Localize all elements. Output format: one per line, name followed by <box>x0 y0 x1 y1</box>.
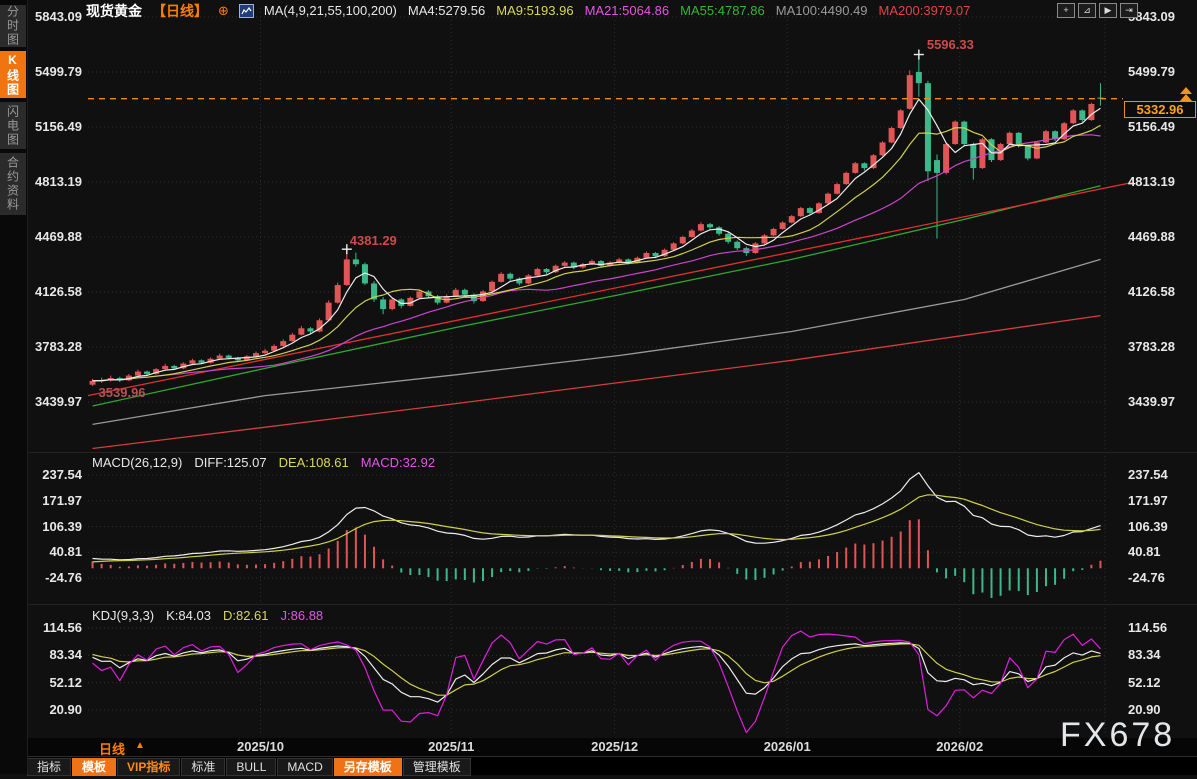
axis-label: 106.39 <box>42 518 82 534</box>
macd-legend-item: DEA:108.61 <box>278 455 349 470</box>
date-label: 2025/12 <box>591 739 639 754</box>
axis-label: 114.56 <box>42 620 82 635</box>
axis-label: 20.90 <box>49 702 82 717</box>
axis-label: 106.39 <box>1128 518 1168 534</box>
date-label: 2025/10 <box>237 739 285 754</box>
axis-label: 5843.09 <box>35 9 82 24</box>
price-axis-right: 5843.09 5499.79 5156.49 4813.19 4469.88 4126.… <box>1128 0 1197 774</box>
date-label: 2026/02 <box>936 739 984 754</box>
axis-label: 4813.19 <box>35 174 82 189</box>
axis-label: 40.81 <box>49 544 82 560</box>
ma-legend-item: MA9:5193.96 <box>496 3 574 18</box>
axis-label: 4469.88 <box>35 229 82 244</box>
axis-label: 40.81 <box>1128 544 1161 560</box>
chart-type-icon[interactable] <box>238 3 254 18</box>
ma-legend-item: MA55:4787.86 <box>680 3 765 18</box>
axis-label: 83.34 <box>1128 647 1161 663</box>
ma-legend-item: MA4:5279.56 <box>407 3 486 18</box>
axis-label: 171.97 <box>42 492 82 508</box>
period-selector-arrow[interactable]: ▲ <box>135 740 145 751</box>
axis-label: 237.54 <box>1128 467 1168 482</box>
sidebar-tab-contract-info[interactable]: 合约资料 <box>0 153 26 215</box>
price-annotation: 3539.96 <box>98 384 146 400</box>
axis-label: -24.76 <box>45 570 82 585</box>
last-price-tag: 5332.96 <box>1124 101 1196 118</box>
symbol-title: 现货黄金 <box>86 2 142 19</box>
save-template-button[interactable]: 另存模板 <box>333 758 402 776</box>
kdj-legend-item: KDJ(9,3,3) <box>92 608 155 623</box>
period-tag: 【日线】 <box>152 2 208 19</box>
macd-button[interactable]: MACD <box>277 758 333 776</box>
template-button[interactable]: 模板 <box>72 758 117 776</box>
bull-button[interactable]: BULL <box>226 758 277 776</box>
indicators-button[interactable]: 指标 <box>27 758 72 776</box>
axis-label: 5156.49 <box>1128 119 1175 134</box>
axis-label: -24.76 <box>1128 570 1165 585</box>
ma-legend: MA(4,9,21,55,100,200) MA4:5279.56 MA9:5193… <box>264 3 970 18</box>
header-bar: 现货黄金 【日线】 ⊕ MA(4,9,21,55,100,200) MA4:527… <box>27 0 1197 21</box>
macd-legend: MACD(26,12,9) DIFF:125.07 DEA:108.61 MACD:3… <box>92 455 435 470</box>
price-axis-left: 5843.09 5499.79 5156.49 4813.19 4469.88 4126.… <box>27 0 86 774</box>
axis-label: 3439.97 <box>35 394 82 409</box>
axis-label: 4126.58 <box>1128 284 1175 299</box>
axis-label: 52.12 <box>49 674 82 690</box>
watermark-logo: FX678 <box>1060 716 1176 754</box>
date-label: 2026/01 <box>763 739 811 754</box>
ma-legend-item: MA100:4490.49 <box>775 3 868 18</box>
axis-label: 4126.58 <box>35 284 82 299</box>
axis-label: 4469.88 <box>1128 229 1175 244</box>
axis-label: 3439.97 <box>1128 394 1175 409</box>
axis-label: 52.12 <box>1128 674 1161 690</box>
bottom-toolbar: 指标 模板 VIP指标 标准 BULL MACD 另存模板 管理模板 <box>27 756 1197 776</box>
axis-label: 5843.09 <box>1128 9 1175 24</box>
kdj-legend-item: J:86.88 <box>280 608 324 623</box>
sidebar-tab-flash-chart[interactable]: 闪电图 <box>0 102 26 149</box>
standard-button[interactable]: 标准 <box>181 758 226 776</box>
date-label: 2025/11 <box>428 739 475 754</box>
header-toolbar: + ⊿ ▶ ⇥ <box>1057 3 1138 18</box>
axis-label: 5156.49 <box>35 119 82 134</box>
fit-x-axis-icon[interactable]: ▶ <box>1099 3 1117 18</box>
axis-label: 83.34 <box>49 647 82 663</box>
time-axis-row: 日线 ▲ 2025/10 2025/11 2025/12 2026/01 2026/02 <box>27 738 1197 757</box>
axis-label: 5499.79 <box>1128 64 1175 79</box>
price-annotation: 5596.33 <box>926 36 974 52</box>
pan-crosshair-icon[interactable]: + <box>1057 3 1075 18</box>
macd-legend-item: MACD:32.92 <box>360 455 436 470</box>
ma-legend-item: MA(4,9,21,55,100,200) <box>263 3 397 18</box>
restore-view-icon[interactable]: ⇥ <box>1120 3 1138 18</box>
axis-label: 171.97 <box>1128 492 1168 508</box>
sidebar: 分时图 K线图闪电图合约资料 <box>0 0 28 774</box>
add-circle-icon[interactable]: ⊕ <box>218 2 229 18</box>
axis-label: 114.56 <box>1128 620 1168 635</box>
axis-label: 3783.28 <box>1128 339 1175 354</box>
kdj-legend-item: K:84.03 <box>166 608 211 623</box>
kdj-legend-item: D:82.61 <box>222 608 269 623</box>
sidebar-tab-time-chart[interactable]: 分时图 <box>0 5 26 47</box>
ma-legend-item: MA200:3979.07 <box>878 3 971 18</box>
fit-y-axis-icon[interactable]: ⊿ <box>1078 3 1096 18</box>
axis-label: 237.54 <box>42 467 82 482</box>
axis-label: 5499.79 <box>35 64 82 79</box>
axis-label: 3783.28 <box>35 339 82 354</box>
ma-legend-item: MA21:5064.86 <box>584 3 670 18</box>
macd-legend-item: MACD(26,12,9) <box>92 455 183 470</box>
vip-indicators-button[interactable]: VIP指标 <box>117 758 181 776</box>
manage-template-button[interactable]: 管理模板 <box>402 758 471 776</box>
axis-label: 20.90 <box>1128 702 1161 717</box>
period-selector[interactable]: 日线 <box>99 742 126 757</box>
sidebar-tab-kline-chart[interactable]: K线图 <box>0 51 26 98</box>
macd-legend-item: DIFF:125.07 <box>194 455 267 470</box>
price-annotation: 4381.29 <box>349 233 397 249</box>
kdj-legend: KDJ(9,3,3) K:84.03 D:82.61 J:86.88 <box>92 608 323 623</box>
axis-label: 4813.19 <box>1128 174 1175 189</box>
